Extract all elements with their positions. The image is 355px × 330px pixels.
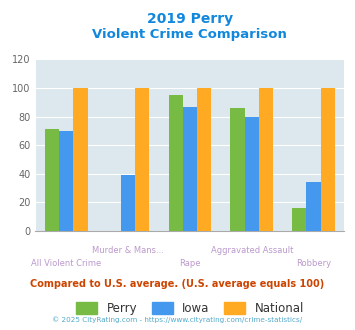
Bar xyxy=(306,182,321,231)
Bar xyxy=(292,208,306,231)
Text: All Violent Crime: All Violent Crime xyxy=(31,259,102,268)
Text: Murder & Mans...: Murder & Mans... xyxy=(92,246,164,255)
Text: 2019 Perry: 2019 Perry xyxy=(147,12,233,25)
Legend: Perry, Iowa, National: Perry, Iowa, National xyxy=(76,302,304,315)
Text: Compared to U.S. average. (U.S. average equals 100): Compared to U.S. average. (U.S. average … xyxy=(31,279,324,289)
Bar xyxy=(230,108,245,231)
Bar xyxy=(259,88,273,231)
Bar xyxy=(169,95,183,231)
Text: Robbery: Robbery xyxy=(296,259,331,268)
Bar xyxy=(45,129,59,231)
Bar xyxy=(135,88,149,231)
Bar xyxy=(245,116,259,231)
Bar xyxy=(321,88,335,231)
Bar xyxy=(59,131,73,231)
Text: Rape: Rape xyxy=(179,259,201,268)
Text: © 2025 CityRating.com - https://www.cityrating.com/crime-statistics/: © 2025 CityRating.com - https://www.city… xyxy=(53,317,302,323)
Bar xyxy=(73,88,88,231)
Bar xyxy=(121,175,135,231)
Text: Violent Crime Comparison: Violent Crime Comparison xyxy=(93,28,287,41)
Bar xyxy=(197,88,211,231)
Text: Aggravated Assault: Aggravated Assault xyxy=(211,246,293,255)
Bar xyxy=(183,107,197,231)
